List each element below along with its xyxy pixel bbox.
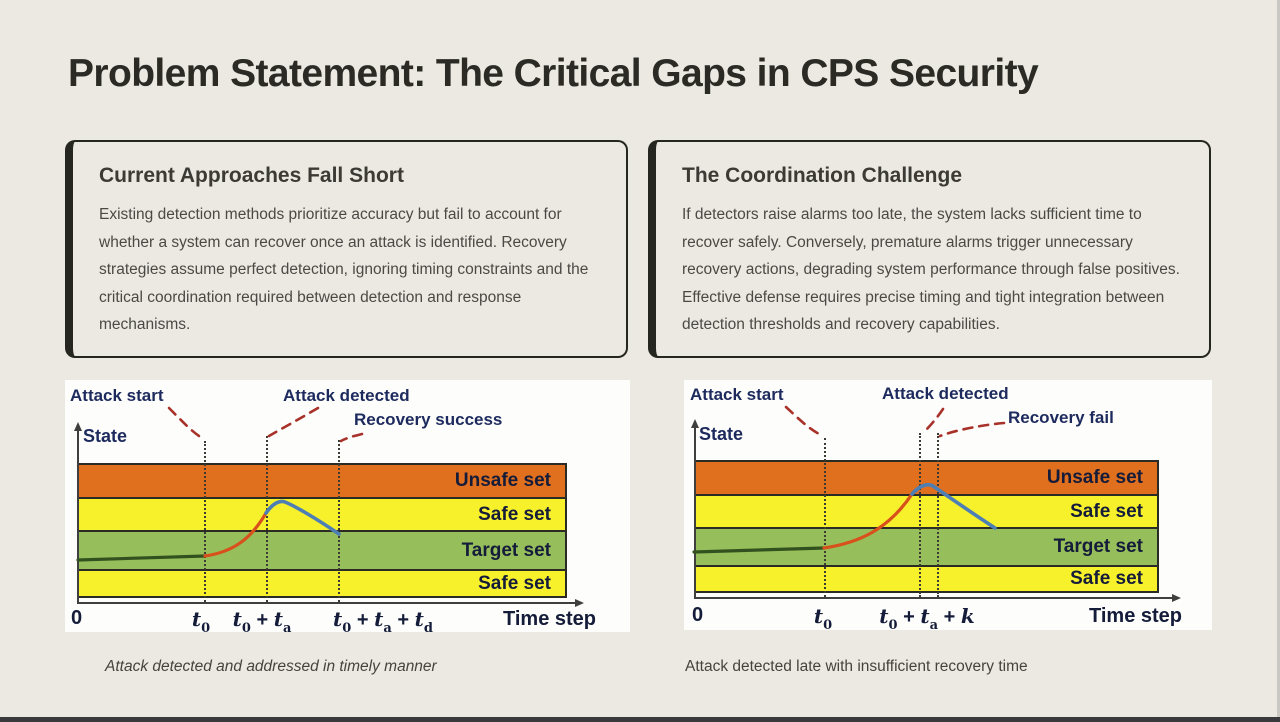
state-bands: Unsafe set Safe set Target set Safe set [694, 460, 1159, 593]
recovery-fail-label: Recovery fail [1008, 408, 1114, 427]
x-axis [77, 602, 577, 604]
card-coordination-challenge: The Coordination Challenge If detectors … [648, 140, 1211, 358]
attack-start-pointer [167, 406, 204, 440]
band-label: Safe set [1070, 500, 1143, 522]
y-axis-label: State [699, 424, 744, 444]
trajectory-nominal [692, 546, 826, 554]
card-heading: The Coordination Challenge [682, 164, 963, 187]
target-set-band: Target set [696, 527, 1157, 565]
trajectory-overlay [76, 406, 364, 562]
tick-t0-ta-td: t0 + ta + td [333, 607, 433, 636]
trajectory-attack [203, 511, 268, 558]
safe-set-band-upper: Safe set [696, 494, 1157, 527]
attack-detected-label: Attack detected [882, 384, 1009, 403]
band-label: Target set [461, 539, 551, 561]
x-axis-title: Time step [1089, 605, 1182, 627]
tick-origin: 0 [692, 604, 704, 626]
caption-right: Attack detected late with insufficient r… [685, 658, 1028, 675]
x-axis-arrow [575, 599, 584, 607]
y-axis [77, 430, 79, 604]
y-axis-arrow [74, 422, 82, 431]
y-axis-label: State [83, 426, 128, 446]
y-axis [694, 427, 696, 599]
diagram-recovery-fail: Attack start Attack detected Recovery fa… [684, 380, 1212, 633]
unsafe-set-band: Unsafe set [696, 462, 1157, 494]
state-bands: Unsafe set Safe set Target set Safe set [77, 463, 567, 598]
caption-left: Attack detected and addressed in timely … [105, 658, 437, 675]
trajectory-recovery [910, 482, 997, 530]
slide-bottom-bar [0, 717, 1280, 722]
event-line-recovery-success [338, 440, 340, 602]
y-axis-arrow [691, 419, 699, 428]
card-heading: Current Approaches Fall Short [99, 164, 404, 187]
slide-right-edge [1277, 0, 1280, 722]
band-label: Unsafe set [454, 470, 551, 491]
recovery-success-label: Recovery success [354, 410, 503, 429]
attack-detected-pointer [922, 407, 945, 434]
tick-t0-ta-k: t0 + ta + k [879, 604, 975, 633]
attack-start-label: Attack start [690, 385, 784, 404]
tick-origin: 0 [71, 607, 83, 629]
attack-detected-pointer [267, 406, 320, 438]
attack-start-pointer [784, 405, 823, 437]
band-label: Target set [1053, 536, 1143, 557]
safe-set-band-lower: Safe set [79, 569, 565, 596]
unsafe-set-band: Unsafe set [79, 465, 565, 497]
card-current-approaches: Current Approaches Fall Short Existing d… [65, 140, 628, 358]
card-body-text: Existing detection methods prioritize ac… [99, 206, 589, 333]
trajectory-overlay [692, 405, 1006, 554]
attack-detected-label: Attack detected [283, 386, 410, 405]
event-line-recovery-start [937, 433, 939, 597]
tick-t0: t0 [191, 607, 211, 636]
card-body-text: If detectors raise alarms too late, the … [682, 206, 1180, 333]
x-axis-title: Time step [503, 608, 596, 630]
tick-t0: t0 [813, 604, 833, 633]
event-line-attack-start [824, 438, 826, 597]
recovery-success-pointer [339, 432, 364, 443]
diagram-recovery-success: Attack start Attack detected Recovery su… [65, 380, 630, 636]
event-line-attack-detected [266, 436, 268, 602]
tick-t0-ta: t0 + ta [232, 607, 292, 636]
trajectory-recovery [264, 499, 341, 536]
safe-set-band-lower: Safe set [696, 565, 1157, 591]
attack-start-label: Attack start [70, 386, 164, 405]
target-set-band: Target set [79, 530, 565, 569]
band-label: Safe set [478, 572, 551, 594]
x-axis [694, 597, 1174, 599]
event-line-attack-start [204, 441, 206, 602]
event-line-attack-detected [919, 433, 921, 597]
x-axis-arrow [1172, 594, 1181, 602]
band-label: Safe set [1070, 568, 1143, 589]
recovery-fail-pointer [938, 421, 1006, 438]
band-label: Unsafe set [1046, 467, 1143, 488]
page-title: Problem Statement: The Critical Gaps in … [68, 52, 1039, 95]
trajectory-attack [822, 492, 914, 550]
band-label: Safe set [478, 503, 551, 525]
trajectory-nominal [76, 554, 207, 562]
